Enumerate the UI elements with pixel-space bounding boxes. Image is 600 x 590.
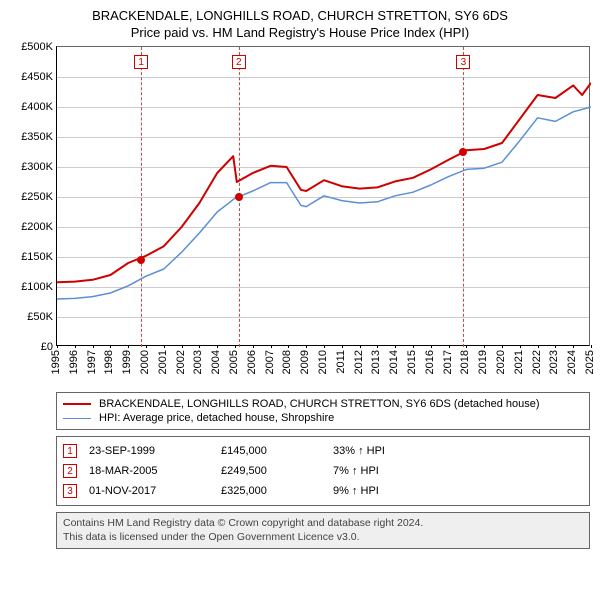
xtick-label: 2000 [139,350,151,374]
xtick-label: 2018 [459,350,471,374]
xtick-label: 1998 [103,350,115,374]
xtick-label: 2021 [513,350,525,374]
xtick-label: 2006 [246,350,258,374]
sales-marker-num: 2 [63,464,77,478]
sale-marker-dot [137,256,145,264]
sales-price: £325,000 [221,485,321,497]
ytick-label: £500K [21,41,57,53]
xtick-label: 2004 [210,350,222,374]
xtick-label: 2005 [228,350,240,374]
sales-row: 2 18-MAR-2005 £249,500 7% ↑ HPI [63,461,583,481]
series-hpi [57,107,591,299]
sales-marker-num: 3 [63,484,77,498]
xtick-label: 1995 [50,350,62,374]
title-sub: Price paid vs. HM Land Registry's House … [8,25,592,40]
plot-area: £0£50K£100K£150K£200K£250K£300K£350K£400… [56,46,590,346]
legend-item-hpi: HPI: Average price, detached house, Shro… [63,411,583,425]
title-block: BRACKENDALE, LONGHILLS ROAD, CHURCH STRE… [8,8,592,40]
sales-marker-num: 1 [63,444,77,458]
xtick-label: 2011 [335,350,347,374]
xtick-label: 2015 [406,350,418,374]
footer-line2: This data is licensed under the Open Gov… [63,531,583,545]
ytick-label: £200K [21,221,57,233]
xtick-label: 2008 [281,350,293,374]
sales-row: 3 01-NOV-2017 £325,000 9% ↑ HPI [63,481,583,501]
ytick-label: £100K [21,281,57,293]
sale-marker-box: 2 [232,55,246,69]
xtick-label: 2010 [317,350,329,374]
xtick-label: 2001 [157,350,169,374]
xtick-label: 1999 [121,350,133,374]
legend-item-property: BRACKENDALE, LONGHILLS ROAD, CHURCH STRE… [63,397,583,411]
legend-label-property: BRACKENDALE, LONGHILLS ROAD, CHURCH STRE… [99,398,540,410]
xtick-label: 2012 [353,350,365,374]
sales-delta: 9% ↑ HPI [333,485,433,497]
legend-swatch-property [63,403,91,405]
xtick-label: 2025 [584,350,596,374]
footer-line1: Contains HM Land Registry data © Crown c… [63,517,583,531]
xtick-label: 1996 [68,350,80,374]
sales-price: £249,500 [221,465,321,477]
xtick-label: 2020 [495,350,507,374]
sales-date: 18-MAR-2005 [89,465,209,477]
ytick-label: £250K [21,191,57,203]
ytick-label: £300K [21,161,57,173]
sales-delta: 33% ↑ HPI [333,445,433,457]
xtick-label: 2023 [548,350,560,374]
legend-label-hpi: HPI: Average price, detached house, Shro… [99,412,334,424]
legend-swatch-hpi [63,418,91,419]
sales-row: 1 23-SEP-1999 £145,000 33% ↑ HPI [63,441,583,461]
ytick-label: £450K [21,71,57,83]
xtick-label: 1997 [86,350,98,374]
ytick-label: £400K [21,101,57,113]
series-property [57,83,591,282]
sales-delta: 7% ↑ HPI [333,465,433,477]
xtick-label: 2019 [477,350,489,374]
ytick-label: £50K [27,311,57,323]
sales-date: 01-NOV-2017 [89,485,209,497]
xtick-label: 2016 [424,350,436,374]
xtick-label: 2009 [299,350,311,374]
title-main: BRACKENDALE, LONGHILLS ROAD, CHURCH STRE… [8,8,592,23]
sale-marker-box: 3 [456,55,470,69]
xtick-label: 2013 [370,350,382,374]
xtick-label: 2022 [531,350,543,374]
attribution-footer: Contains HM Land Registry data © Crown c… [56,512,590,549]
sales-table: 1 23-SEP-1999 £145,000 33% ↑ HPI 2 18-MA… [56,436,590,506]
chart: £0£50K£100K£150K£200K£250K£300K£350K£400… [56,46,590,386]
xtick-label: 2003 [192,350,204,374]
sales-date: 23-SEP-1999 [89,445,209,457]
xtick-label: 2007 [264,350,276,374]
legend: BRACKENDALE, LONGHILLS ROAD, CHURCH STRE… [56,392,590,430]
xtick-label: 2017 [442,350,454,374]
line-series-svg [57,47,591,347]
xtick [591,345,592,348]
sales-price: £145,000 [221,445,321,457]
xtick-label: 2002 [175,350,187,374]
sale-marker-dot [235,193,243,201]
ytick-label: £350K [21,131,57,143]
xtick-label: 2024 [566,350,578,374]
xtick-label: 2014 [388,350,400,374]
chart-container: BRACKENDALE, LONGHILLS ROAD, CHURCH STRE… [0,0,600,553]
ytick-label: £150K [21,251,57,263]
sale-marker-dot [459,148,467,156]
sale-marker-box: 1 [134,55,148,69]
